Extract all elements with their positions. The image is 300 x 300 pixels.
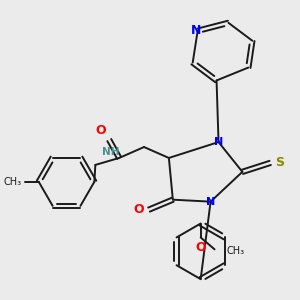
Text: N: N — [190, 24, 201, 37]
Text: N: N — [214, 137, 223, 147]
Text: O: O — [96, 124, 106, 137]
Text: CH₃: CH₃ — [226, 246, 244, 256]
Text: S: S — [275, 156, 284, 170]
Text: N: N — [206, 197, 215, 207]
Text: NH: NH — [101, 147, 119, 157]
Text: CH₃: CH₃ — [4, 177, 22, 187]
Text: O: O — [195, 242, 206, 254]
Text: O: O — [134, 203, 144, 216]
